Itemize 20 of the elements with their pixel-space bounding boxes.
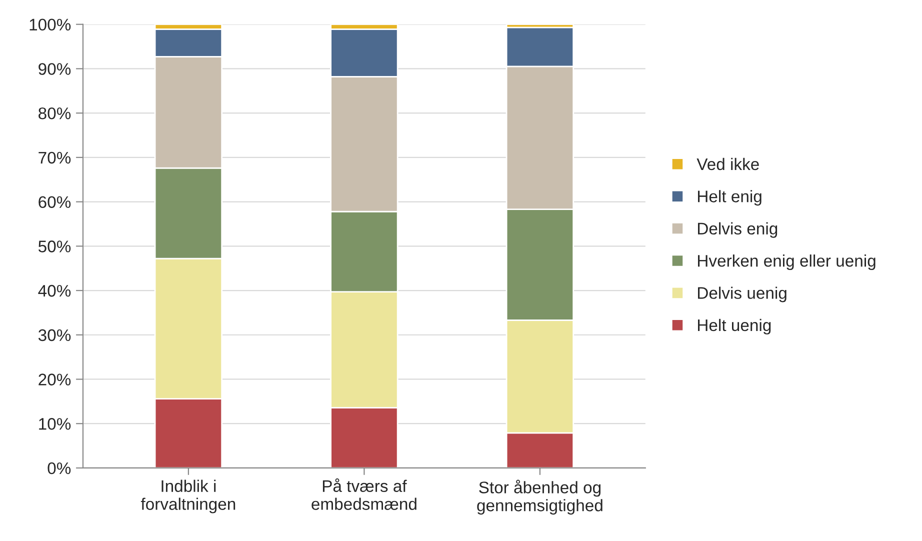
legend-label: Delvis uenig (698, 286, 786, 302)
y-tick-label: 80% (38, 107, 71, 120)
legend-label: Helt enig (698, 190, 762, 206)
legend-label: Helt uenig (698, 318, 771, 334)
y-tick-label: 100% (30, 18, 71, 31)
legend-label: Ved ikke (696, 158, 759, 170)
y-tick-label: 0% (48, 462, 71, 474)
x-tick-label: Indblik i forvaltningen (140, 480, 236, 514)
y-tick-label: 10% (39, 418, 71, 430)
y-tick-label: 60% (38, 196, 71, 208)
legend-label: Hverken enig eller uenig (698, 254, 876, 270)
y-tick-label: 30% (38, 329, 71, 342)
y-tick-label: 70% (38, 152, 71, 164)
y-tick-label: 20% (38, 374, 71, 386)
y-tick-label: 50% (38, 240, 71, 252)
legend-label: Delvis enig (698, 222, 778, 238)
y-tick-label: 40% (38, 284, 71, 297)
x-tick-label: Stor åbenhed og gennemsigtighed (477, 480, 602, 515)
y-tick-label: 90% (38, 63, 71, 75)
x-tick-label: På tværs af embedsmænd (312, 478, 416, 510)
